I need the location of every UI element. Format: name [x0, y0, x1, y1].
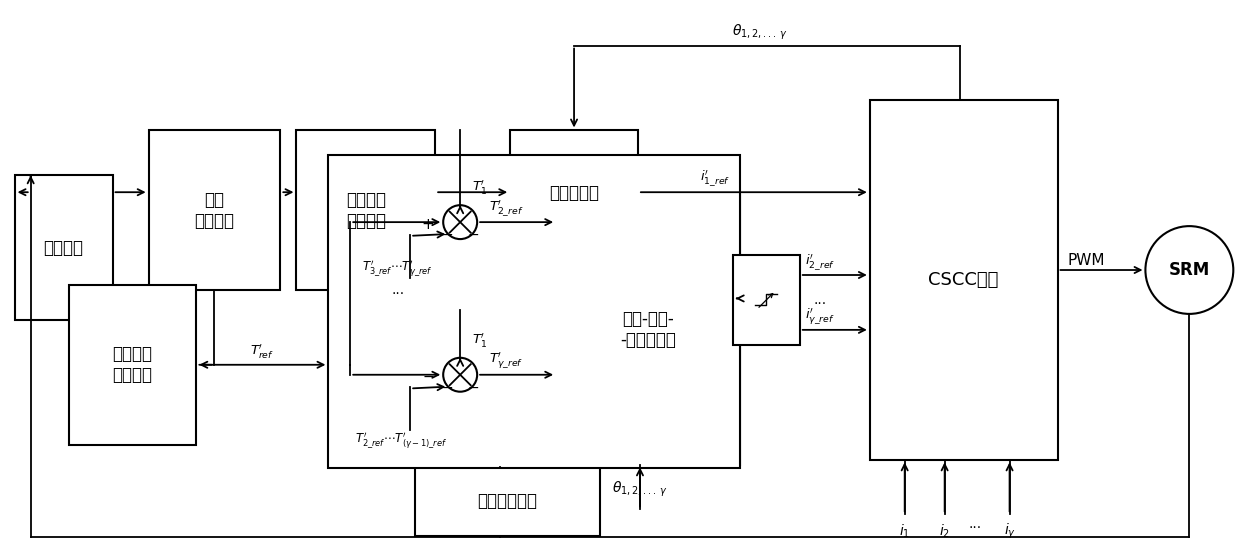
Text: −: − [441, 228, 454, 242]
Text: $i_2$: $i_2$ [939, 523, 950, 540]
Text: $T_1'$: $T_1'$ [472, 331, 487, 349]
Bar [68, 285, 196, 445]
Bar [869, 100, 1058, 460]
Text: 工况判断: 工况判断 [43, 239, 83, 256]
Bar [415, 467, 600, 536]
Text: ...: ... [968, 517, 981, 531]
Text: $\theta_{1,2,...\,\gamma}$: $\theta_{1,2,...\,\gamma}$ [732, 23, 787, 42]
Text: SRM: SRM [1169, 261, 1210, 279]
Text: $i_{2\_ref}'$: $i_{2\_ref}'$ [805, 252, 835, 272]
Text: $T_{\gamma\_ref}'$: $T_{\gamma\_ref}'$ [489, 351, 523, 371]
Bar [329, 155, 740, 468]
Text: ...: ... [392, 283, 404, 297]
Text: PWM: PWM [1068, 253, 1105, 267]
Bar [15, 175, 113, 320]
Text: 降额运行
参考转矩: 降额运行 参考转矩 [113, 345, 153, 384]
Text: $T_{2\_ref}'$: $T_{2\_ref}'$ [489, 198, 523, 218]
Text: $\theta_{1,2,...\,\gamma}$: $\theta_{1,2,...\,\gamma}$ [613, 480, 667, 499]
Text: $i_\gamma$: $i_\gamma$ [1003, 522, 1016, 541]
Text: $i_1$: $i_1$ [899, 523, 910, 540]
Text: −: − [441, 380, 454, 395]
Text: $T_{ref}'$: $T_{ref}'$ [250, 343, 274, 361]
Text: $T_1'$: $T_1'$ [472, 178, 487, 196]
Bar [149, 130, 280, 290]
Bar [510, 130, 637, 255]
Text: 选取
降额因子: 选取 降额因子 [195, 191, 234, 229]
Bar [296, 130, 435, 290]
Bar [733, 255, 800, 345]
Circle shape [1146, 226, 1234, 314]
Text: $i_{1\_ref}'$: $i_{1\_ref}'$ [699, 169, 730, 188]
Text: −: − [423, 369, 434, 384]
Circle shape [443, 205, 477, 239]
Circle shape [443, 358, 477, 391]
Text: $T_{3\_ref}'\cdots T_{\gamma\_ref}'$: $T_{3\_ref}'\cdots T_{\gamma\_ref}'$ [362, 258, 433, 278]
Text: $T_{2\_ref}'\cdots T_{(\gamma-1)\_ref}'$: $T_{2\_ref}'\cdots T_{(\gamma-1)\_ref}'$ [356, 430, 448, 450]
Text: 转矩脉动计算: 转矩脉动计算 [477, 492, 538, 511]
Text: +: + [422, 217, 434, 232]
Text: 降额运行
参考电流: 降额运行 参考电流 [346, 191, 386, 229]
Text: $i_{\gamma\_ref}'$: $i_{\gamma\_ref}'$ [805, 307, 835, 327]
Text: −: − [467, 380, 479, 395]
Text: CSCC控制: CSCC控制 [929, 271, 998, 289]
Text: −: − [467, 228, 479, 242]
Text: 电流-位置-
-理论转矩表: 电流-位置- -理论转矩表 [620, 311, 676, 349]
Text: 变角度控制: 变角度控制 [549, 184, 599, 201]
Bar [556, 195, 740, 464]
Text: ...: ... [813, 293, 826, 307]
